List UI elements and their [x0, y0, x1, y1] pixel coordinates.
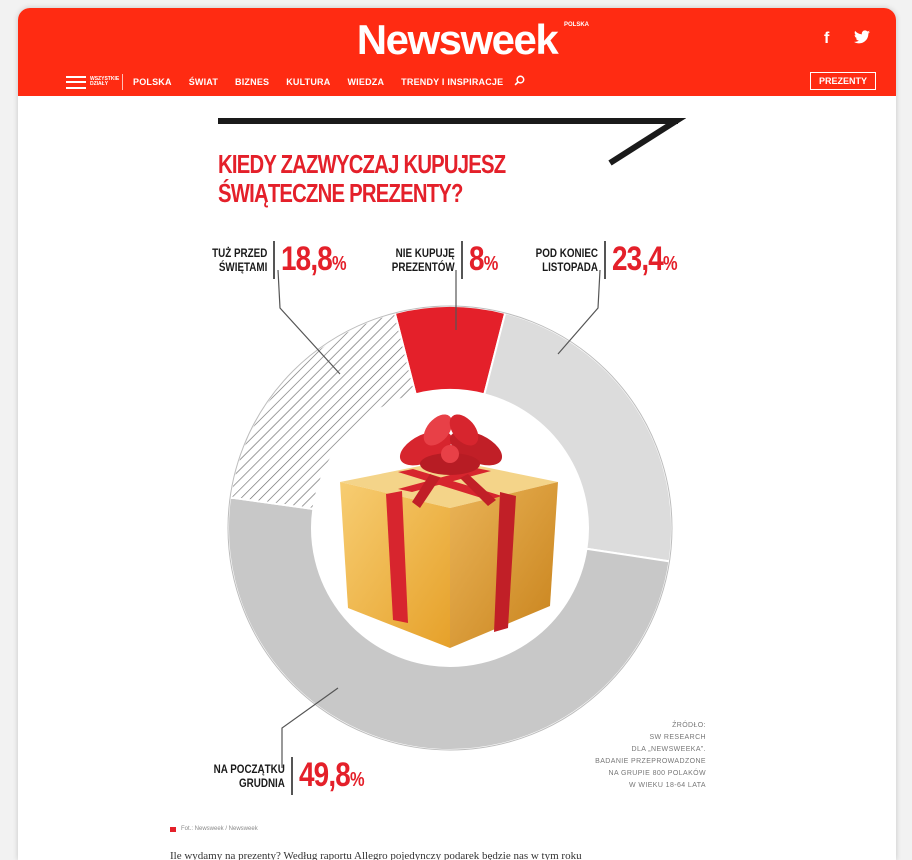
- nav-item-wiedza[interactable]: WIEDZA: [347, 77, 385, 87]
- speech-bubble-tail: [590, 118, 686, 166]
- speech-bubble-line: [218, 118, 678, 124]
- main-nav: WSZYSTKIE DZIAŁY POLSKA ŚWIAT BIZNES KUL…: [66, 74, 525, 90]
- menu-label[interactable]: WSZYSTKIE DZIAŁY: [90, 76, 120, 87]
- nav-item-swiat[interactable]: ŚWIAT: [188, 77, 219, 87]
- leader-przed-swietami: [277, 269, 341, 375]
- logo-edition-label: POLSKA: [564, 22, 590, 28]
- title-line-2: ŚWIĄTECZNE PREZENTY?: [218, 178, 463, 208]
- nav-item-trendy[interactable]: TRENDY I INSPIRACJE: [401, 77, 504, 87]
- label-nie-kupuje: NIE KUPUJĘ PREZENTÓW 8%: [391, 240, 498, 279]
- label-poczatek-grudnia: NA POCZĄTKU GRUDNIA 49,8%: [213, 756, 364, 795]
- infographic-title: KIEDY ZAZWYCZAJ KUPUJESZ ŚWIĄTECZNE PREZ…: [218, 150, 546, 208]
- nav-item-biznes[interactable]: BIZNES: [235, 77, 270, 87]
- presents-button[interactable]: PREZENTY: [810, 72, 876, 90]
- nav-item-polska[interactable]: POLSKA: [133, 77, 172, 87]
- site-header: Newsweek POLSKA f WSZYSTKIE DZIAŁY POLSK…: [18, 8, 896, 96]
- browser-page: Newsweek POLSKA f WSZYSTKIE DZIAŁY POLSK…: [18, 8, 896, 860]
- leader-koniec-listopada: [557, 269, 601, 355]
- donut-chart: [227, 269, 673, 768]
- nav-divider: [122, 74, 123, 90]
- facebook-icon[interactable]: f: [824, 30, 830, 47]
- photo-caption: Fot.: Newsweek / Newsweek: [170, 826, 258, 832]
- donut-outline: [227, 305, 673, 751]
- gift-box-image: [340, 414, 558, 648]
- menu-icon[interactable]: [66, 75, 86, 89]
- newsweek-logo[interactable]: Newsweek: [356, 16, 559, 63]
- nav-item-kultura[interactable]: KULTURA: [286, 77, 331, 87]
- caption-marker-icon: [170, 826, 176, 832]
- label-przed-swietami: TUŻ PRZED ŚWIĘTAMI 18,8%: [212, 240, 347, 279]
- article-text: Ile wydamy na prezenty? Według raportu A…: [170, 850, 582, 860]
- label-koniec-listopada: POD KONIEC LISTOPADA 23,4%: [535, 240, 678, 279]
- leader-poczatek-grudnia: [281, 687, 339, 768]
- source-note: ŹRÓDŁO: SW RESEARCH DLA „NEWSWEEKA”. BAD…: [595, 722, 706, 789]
- twitter-icon[interactable]: [854, 30, 870, 49]
- title-line-1: KIEDY ZAZWYCZAJ KUPUJESZ: [218, 149, 506, 179]
- search-icon[interactable]: [514, 73, 525, 91]
